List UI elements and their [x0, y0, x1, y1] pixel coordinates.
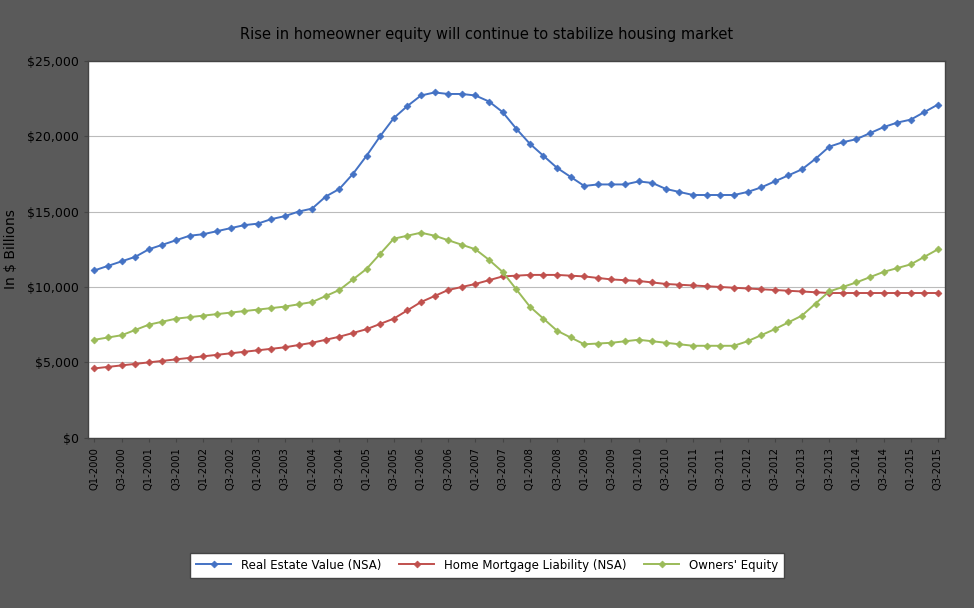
Real Estate Value (NSA) [688, 192, 699, 199]
Real Estate Value (NSA) [932, 101, 944, 108]
Home Mortgage Liability (NSA) [688, 282, 699, 289]
Home Mortgage Liability (NSA) [483, 277, 495, 284]
Real Estate Value (NSA) [497, 108, 508, 116]
Real Estate Value (NSA) [319, 193, 331, 200]
Real Estate Value (NSA) [429, 89, 440, 96]
Home Mortgage Liability (NSA) [918, 289, 930, 297]
Real Estate Value (NSA) [918, 108, 930, 116]
Y-axis label: In $ Billions: In $ Billions [5, 209, 19, 289]
Home Mortgage Liability (NSA) [932, 289, 944, 297]
Home Mortgage Liability (NSA) [510, 272, 522, 279]
Home Mortgage Liability (NSA) [319, 336, 331, 344]
Owners' Equity [415, 229, 427, 237]
Line: Real Estate Value (NSA): Real Estate Value (NSA) [92, 90, 941, 273]
Home Mortgage Liability (NSA) [347, 330, 358, 337]
Real Estate Value (NSA) [347, 170, 358, 178]
Owners' Equity [319, 292, 331, 300]
Owners' Equity [89, 336, 100, 344]
Owners' Equity [347, 276, 358, 283]
Home Mortgage Liability (NSA) [89, 365, 100, 372]
Line: Owners' Equity: Owners' Equity [92, 230, 941, 348]
Owners' Equity [932, 246, 944, 253]
Real Estate Value (NSA) [89, 267, 100, 274]
Real Estate Value (NSA) [524, 140, 536, 147]
Owners' Equity [918, 253, 930, 260]
Owners' Equity [701, 342, 713, 350]
Home Mortgage Liability (NSA) [524, 271, 536, 278]
Owners' Equity [524, 303, 536, 310]
Text: Rise in homeowner equity will continue to stabilize housing market: Rise in homeowner equity will continue t… [241, 27, 733, 43]
Owners' Equity [497, 268, 508, 275]
Line: Home Mortgage Liability (NSA): Home Mortgage Liability (NSA) [92, 272, 941, 371]
Owners' Equity [688, 342, 699, 350]
Legend: Real Estate Value (NSA), Home Mortgage Liability (NSA), Owners' Equity: Real Estate Value (NSA), Home Mortgage L… [190, 553, 784, 578]
